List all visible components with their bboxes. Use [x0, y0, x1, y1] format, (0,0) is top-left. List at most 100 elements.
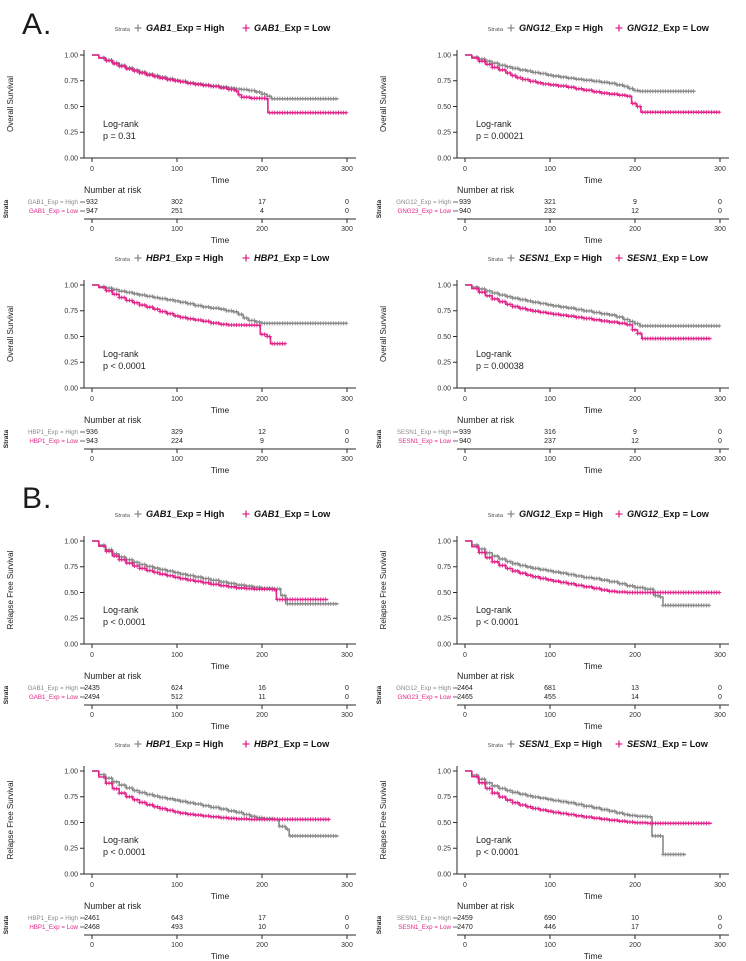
risk-count: 232 [544, 208, 556, 215]
x-tick-label: 100 [544, 882, 556, 889]
x-axis-title: Time [211, 405, 230, 415]
risk-count: 9 [633, 429, 637, 436]
risk-x-tick-label: 0 [463, 456, 467, 463]
risk-table-row: HBP1_Exp = Low 943 224 9 0 [29, 438, 349, 445]
x-tick-label: 100 [544, 652, 556, 659]
chart-cell-a-hbp1: Strata HBP1_Exp = High HBP1_Exp = Low 1.00 0… [0, 246, 373, 476]
risk-count: 302 [171, 199, 183, 206]
risk-count: 329 [171, 429, 183, 436]
risk-x-tick-label: 200 [256, 712, 268, 719]
survival-curve-high [92, 540, 339, 606]
axis-lines [83, 536, 356, 645]
legend-low-censor-icon [242, 254, 250, 262]
legend-strata-label: Strata [488, 27, 504, 33]
x-tick-label: 200 [629, 652, 641, 659]
risk-table-row: SESN1_Exp = Low 940 237 12 0 [398, 438, 722, 445]
legend-strata-label: Strata [488, 743, 504, 749]
risk-table-row: SESN1_Exp = Low 2470 446 17 0 [398, 924, 722, 931]
y-axis-title: Relapse Free Survival [379, 780, 388, 859]
risk-count: 316 [544, 429, 556, 436]
y-tick-label: 1.00 [64, 52, 78, 59]
survival-curve-high [92, 770, 339, 838]
y-tick-label: 0.25 [64, 360, 78, 367]
chart-cell-a-gng12: Strata GNG12_Exp = High GNG12_Exp = Low 1.0… [373, 16, 746, 246]
risk-x-tick-label: 0 [90, 456, 94, 463]
risk-count: 0 [718, 429, 722, 436]
risk-count: 939 [459, 429, 471, 436]
legend-low-label: GAB1_Exp = Low [254, 509, 331, 519]
risk-row-label: SESN1_Exp = Low [398, 438, 451, 445]
legend-low-label: GAB1_Exp = Low [254, 23, 331, 33]
axis-lines [456, 766, 729, 875]
risk-strata-axis-label: Strata [376, 685, 383, 704]
risk-row-label: GNG12_Exp = High [396, 685, 451, 692]
km-step-line [92, 284, 286, 345]
km-step-line [465, 54, 695, 93]
risk-count: 512 [171, 694, 183, 701]
risk-x-tick-label: 0 [463, 942, 467, 949]
risk-table-row: GAB1_Exp = High 2435 624 16 0 [28, 685, 349, 692]
y-tick-label: 0.00 [64, 871, 78, 878]
risk-table-row: GNG23_Exp = Low 2465 455 14 0 [398, 694, 723, 701]
plot-axes: 1.00 0.75 0.50 0.25 0.00 0 100 200 300 Time Relaps… [6, 766, 356, 901]
censor-marks [474, 55, 722, 115]
y-tick-label: 0.50 [437, 104, 451, 111]
chart-cell-b-hbp1: Strata HBP1_Exp = High HBP1_Exp = Low 1.00 0… [0, 732, 373, 961]
risk-x-tick-label: 200 [256, 226, 268, 233]
legend: Strata HBP1_Exp = High HBP1_Exp = Low [115, 253, 331, 263]
chart-cell-b-gab1: Strata GAB1_Exp = High GAB1_Exp = Low 1.00 0… [0, 502, 373, 732]
legend-low-censor-icon [615, 510, 623, 518]
risk-x-tick-label: 100 [171, 712, 183, 719]
y-axis-title: Relapse Free Survival [6, 780, 15, 859]
legend-high-censor-icon [134, 740, 142, 748]
legend-low-censor-icon [615, 254, 623, 262]
legend-strata-label: Strata [488, 513, 504, 519]
risk-x-tick-label: 200 [629, 226, 641, 233]
y-tick-label: 0.75 [64, 794, 78, 801]
risk-table-row: GNG12_Exp = High 2464 681 13 0 [396, 685, 722, 692]
logrank-label: Log-rank [103, 119, 139, 129]
y-tick-label: 1.00 [64, 768, 78, 775]
risk-table: Number at risk Strata GNG12_Exp = High 2464… [376, 671, 729, 731]
x-tick-label: 300 [341, 166, 353, 173]
x-tick-label: 200 [256, 652, 268, 659]
legend-high-censor-icon [507, 510, 515, 518]
logrank-annotation: Log-rank p < 0.0001 [476, 605, 519, 627]
legend-high-label: SESN1_Exp = High [519, 739, 602, 749]
chart-cell-a-sesn1: Strata SESN1_Exp = High SESN1_Exp = Low 1.0… [373, 246, 746, 476]
survival-curve-low [465, 284, 712, 341]
risk-x-tick-label: 100 [544, 226, 556, 233]
risk-count: 0 [345, 429, 349, 436]
x-tick-label: 200 [256, 882, 268, 889]
survival-curve-high [465, 54, 696, 94]
risk-count: 943 [86, 438, 98, 445]
logrank-annotation: Log-rank p = 0.31 [103, 119, 139, 141]
censor-marks [101, 544, 328, 602]
y-tick-label: 0.25 [437, 846, 451, 853]
risk-row-label: GAB1_Exp = High [28, 199, 79, 206]
legend-strata-label: Strata [115, 513, 131, 519]
risk-row-label: SESN1_Exp = Low [398, 924, 451, 931]
risk-strata-axis-label: Strata [3, 915, 10, 934]
legend-low-censor-icon [242, 740, 250, 748]
risk-count: 251 [171, 208, 183, 215]
risk-table-row: GAB1_Exp = Low 2494 512 11 0 [29, 694, 349, 701]
axis-lines [456, 536, 729, 645]
risk-count: 2470 [457, 924, 473, 931]
y-axis-title: Overall Survival [379, 76, 388, 132]
legend: Strata GAB1_Exp = High GAB1_Exp = Low [115, 23, 332, 33]
y-tick-label: 0.25 [64, 846, 78, 853]
y-tick-label: 0.00 [437, 871, 451, 878]
survival-curve-high [465, 770, 686, 857]
risk-x-tick-label: 100 [171, 226, 183, 233]
logrank-annotation: Log-rank p < 0.0001 [103, 605, 146, 627]
risk-count: 643 [171, 915, 183, 922]
risk-table-row: HBP1_Exp = High 936 329 12 0 [28, 429, 349, 436]
risk-count: 4 [260, 208, 264, 215]
legend: Strata SESN1_Exp = High SESN1_Exp = Low [488, 739, 709, 749]
risk-table-row: SESN1_Exp = High 2459 690 10 0 [397, 915, 722, 922]
risk-x-tick-label: 300 [714, 942, 726, 949]
y-tick-label: 0.00 [64, 385, 78, 392]
km-plot-gng12: Strata GNG12_Exp = High GNG12_Exp = Low 1.0… [376, 23, 729, 245]
risk-strata-axis-label: Strata [3, 429, 10, 448]
